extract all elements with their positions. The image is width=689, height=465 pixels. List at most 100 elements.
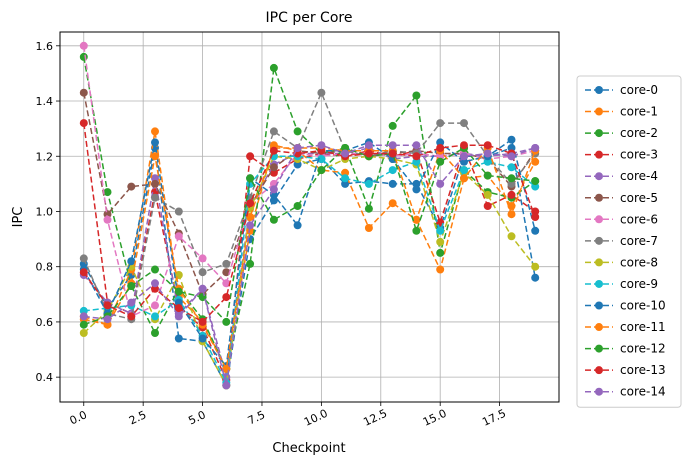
data-point [79, 268, 88, 277]
legend-label: core-6 [620, 212, 658, 226]
series-layer [79, 41, 540, 390]
legend-item: core-9 [585, 277, 658, 291]
y-tick-label: 1.4 [36, 95, 54, 108]
legend-marker [595, 193, 603, 202]
data-point [412, 152, 421, 161]
data-point [388, 166, 397, 175]
data-point [531, 262, 540, 271]
data-point [531, 226, 540, 235]
data-point [269, 127, 278, 136]
data-point [507, 190, 516, 199]
data-point [507, 210, 516, 219]
data-point [246, 213, 255, 221]
data-point [293, 221, 302, 230]
series-core-6 [79, 41, 540, 321]
data-point [151, 301, 159, 310]
data-point [151, 174, 159, 183]
data-point [79, 52, 88, 61]
data-point [388, 179, 397, 188]
series-core-3 [79, 119, 540, 384]
data-point [103, 210, 112, 219]
series-line [83, 92, 536, 296]
legend-item: core-13 [585, 363, 666, 377]
data-point [388, 121, 397, 130]
data-point [293, 127, 302, 136]
data-point [460, 141, 468, 150]
data-point [412, 157, 421, 166]
legend-marker [595, 129, 603, 138]
legend-label: core-4 [620, 169, 658, 183]
data-point [103, 301, 112, 310]
legend-label: core-12 [620, 342, 666, 356]
data-point [460, 157, 468, 166]
data-point [460, 119, 468, 128]
series-line [83, 131, 536, 372]
data-point [412, 226, 421, 235]
data-point [151, 127, 159, 136]
data-point [317, 141, 326, 150]
data-point [222, 293, 231, 302]
legend-label: core-3 [620, 148, 658, 162]
data-point [436, 157, 445, 166]
legend-item: core-8 [585, 255, 658, 269]
data-point [151, 138, 159, 147]
legend-item: core-4 [585, 169, 658, 183]
legend-label: core-9 [620, 277, 658, 291]
data-point [79, 254, 88, 263]
data-point [507, 232, 516, 241]
data-point [317, 155, 326, 163]
legend-marker [595, 150, 603, 159]
data-point [151, 284, 159, 293]
y-axis-label: IPC [11, 207, 26, 228]
series-line [83, 147, 536, 326]
x-axis: 0.0 2.5 5.0 7.5 10.0 12.5 15.0 17.5 [68, 402, 508, 429]
y-tick-label: 1.0 [36, 205, 54, 218]
data-point [246, 174, 255, 183]
legend: core-0 core-1 core-2 core-3 core-4 core-5 core… [576, 75, 682, 408]
data-point [531, 213, 540, 221]
x-tick-label: 0.0 [68, 408, 89, 427]
legend-item: core-2 [585, 126, 658, 140]
data-point [103, 215, 112, 224]
data-point [364, 141, 373, 150]
data-point [364, 224, 373, 232]
data-point [317, 166, 326, 175]
data-point [364, 204, 373, 213]
legend-marker [595, 387, 603, 396]
x-tick-label: 10.0 [302, 407, 330, 429]
data-point [198, 284, 207, 293]
data-point [246, 259, 255, 268]
data-point [531, 144, 540, 152]
data-point [174, 207, 183, 216]
legend-label: core-13 [620, 363, 666, 377]
data-point [151, 193, 159, 202]
data-point [151, 312, 159, 321]
legend-item: core-12 [585, 342, 666, 356]
data-point [127, 182, 136, 191]
data-point [317, 88, 326, 97]
x-tick-label: 15.0 [421, 407, 449, 429]
x-tick-label: 17.5 [480, 407, 508, 429]
data-point [483, 157, 492, 166]
data-point [103, 188, 112, 197]
data-point [293, 202, 302, 210]
data-point [269, 185, 278, 194]
data-point [412, 91, 421, 100]
y-tick-label: 0.4 [36, 371, 54, 384]
legend-item: core-1 [585, 105, 658, 119]
legend-marker [595, 107, 603, 116]
legend-marker [595, 301, 603, 310]
series-line [83, 146, 536, 372]
legend-label: core-1 [620, 105, 658, 119]
data-point [174, 312, 183, 321]
series-line [83, 45, 536, 318]
data-point [507, 163, 516, 172]
data-point [174, 334, 183, 343]
data-point [412, 185, 421, 194]
data-point [483, 141, 492, 150]
y-tick-label: 1.2 [36, 150, 54, 163]
legend-marker [595, 236, 603, 245]
legend-marker [595, 279, 603, 288]
y-tick-label: 0.6 [36, 316, 54, 329]
legend-marker [595, 258, 603, 267]
